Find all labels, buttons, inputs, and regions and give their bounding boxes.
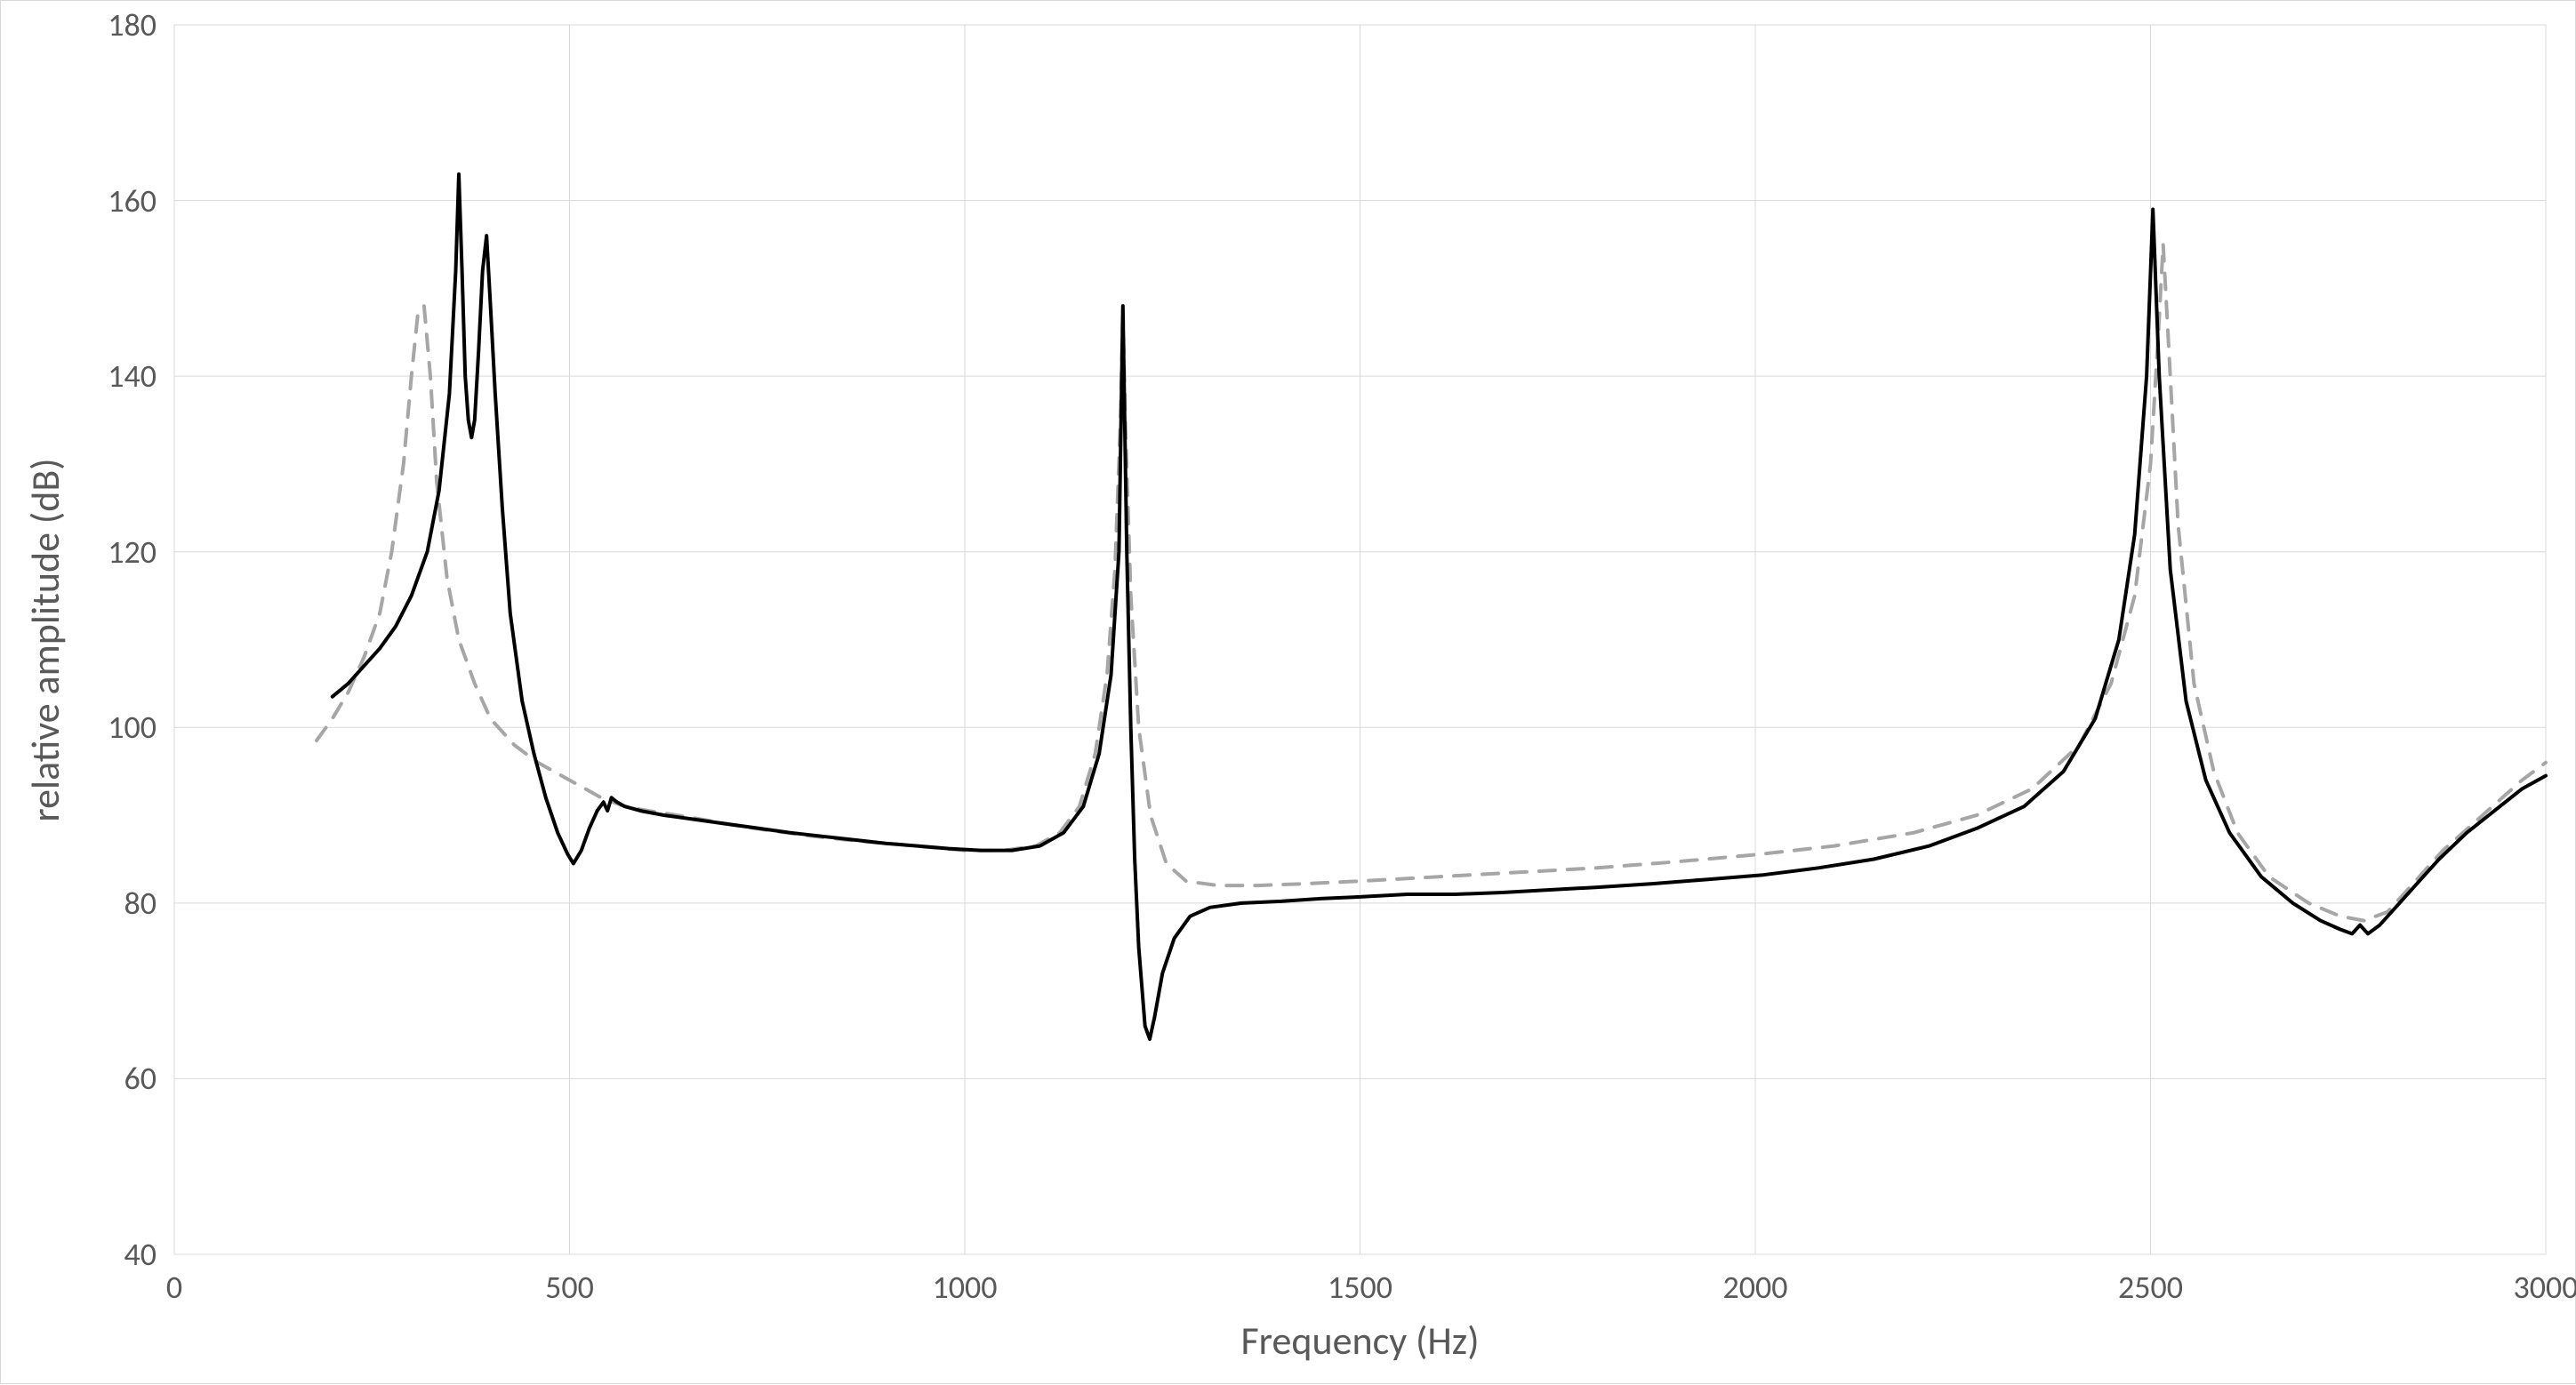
x-tick-label: 2500 [2118,1268,2183,1307]
y-tick-label: 80 [124,884,157,923]
y-axis-label: relative amplitude (dB) [21,458,69,821]
y-tick-label: 40 [124,1235,157,1274]
y-tick-label: 160 [108,181,156,220]
y-tick-label: 140 [108,356,156,396]
x-tick-label: 3000 [2514,1268,2576,1307]
x-tick-label: 1500 [1328,1268,1392,1307]
series-dashed [317,244,2546,921]
x-tick-label: 2000 [1723,1268,1788,1307]
x-axis-label: Frequency (Hz) [1240,1317,1479,1365]
chart-svg [1,1,2576,1385]
y-tick-label: 180 [108,5,156,44]
x-tick-label: 0 [166,1268,182,1307]
chart-container: Frequency (Hz) relative amplitude (dB) 0… [0,0,2576,1384]
x-tick-label: 1000 [933,1268,998,1307]
series-solid [333,174,2546,1039]
y-tick-label: 120 [108,532,156,572]
x-tick-label: 500 [545,1268,594,1307]
y-tick-label: 100 [108,708,156,747]
y-tick-label: 60 [124,1059,157,1098]
